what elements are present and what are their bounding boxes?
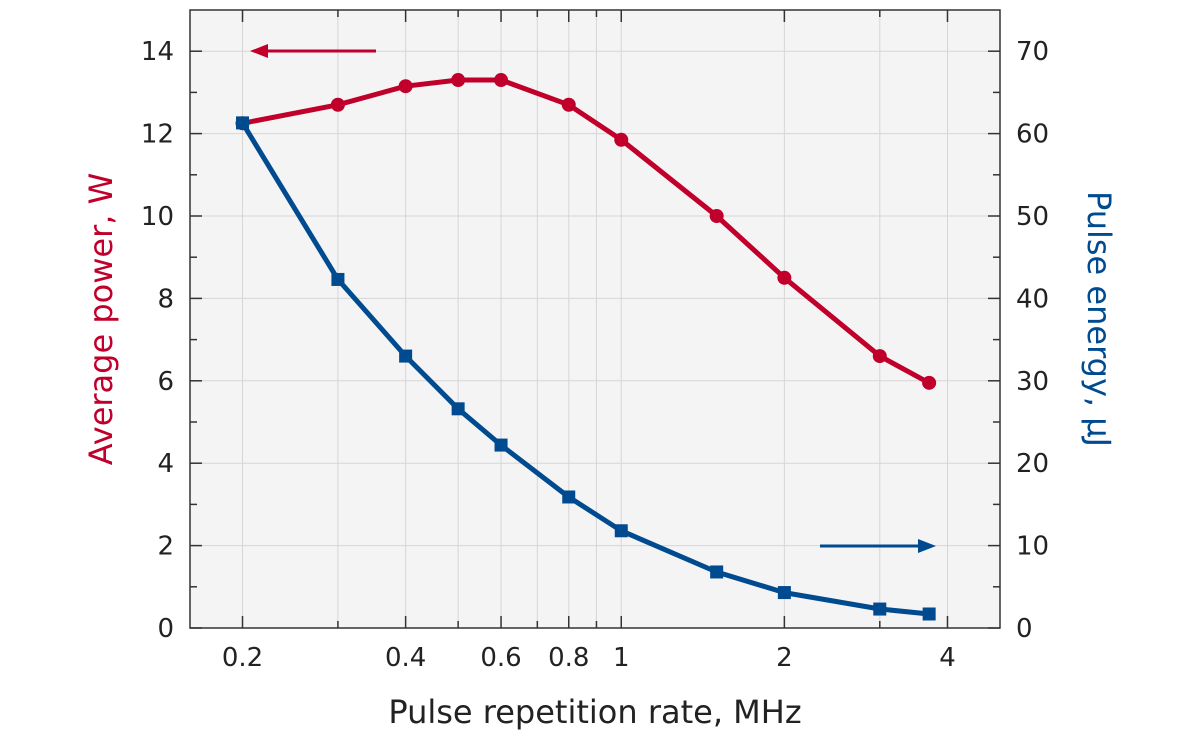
data-point [922, 607, 936, 621]
right-axis-title: Pulse energy, µJ [1080, 191, 1118, 447]
data-point [399, 349, 413, 363]
plot-area [190, 10, 1000, 628]
y-tick-label-left: 10 [141, 202, 174, 232]
data-point [777, 270, 792, 285]
series-layer [235, 73, 937, 621]
plot-frame [189, 9, 1001, 629]
y-tick-label-right: 70 [1016, 37, 1049, 67]
y-tick-label-left: 8 [157, 284, 174, 314]
data-point [330, 97, 345, 112]
data-point [398, 79, 413, 94]
x-tick-label: 2 [776, 643, 793, 673]
data-point [614, 132, 629, 147]
x-tick-label: 0.6 [480, 643, 521, 673]
data-point [236, 116, 250, 130]
x-tick-label: 1 [613, 643, 630, 673]
x-tick-label: 0.8 [548, 643, 589, 673]
y-tick-label-left: 2 [157, 532, 174, 562]
y-tick-label-left: 12 [141, 120, 174, 150]
x-tick-label: 0.4 [385, 643, 426, 673]
left-axis-title: Average power, W [82, 173, 120, 465]
data-point [561, 97, 576, 112]
data-point [451, 73, 466, 88]
data-point [494, 438, 508, 452]
data-point [922, 375, 937, 390]
left-axis-arrow [250, 44, 376, 58]
data-point [614, 524, 628, 538]
y-tick-label-left: 4 [157, 449, 174, 479]
data-point [872, 349, 887, 364]
y-tick-label-left: 0 [157, 614, 174, 644]
x-tick-label: 0.2 [222, 643, 263, 673]
data-point [873, 602, 887, 616]
y-tick-label-right: 40 [1016, 284, 1049, 314]
data-point [709, 209, 724, 223]
right-axis-arrow [820, 539, 936, 553]
data-point [710, 565, 724, 579]
y-tick-label-right: 50 [1016, 202, 1049, 232]
data-point [777, 586, 791, 600]
y-tick-label-right: 0 [1016, 614, 1033, 644]
x-tick-label: 4 [939, 643, 956, 673]
y-tick-label-right: 30 [1016, 367, 1049, 397]
y-tick-label-left: 6 [157, 367, 174, 397]
y-tick-label-left: 14 [141, 37, 174, 67]
series-pulse-energy [236, 116, 936, 621]
y-tick-label-right: 10 [1016, 532, 1049, 562]
x-axis-title: Pulse repetition rate, MHz [388, 693, 801, 731]
y-tick-label-right: 20 [1016, 449, 1049, 479]
y-tick-label-right: 60 [1016, 120, 1049, 150]
series-average-power [235, 73, 937, 390]
data-point [494, 73, 509, 88]
data-point [562, 490, 576, 504]
data-point [451, 402, 465, 416]
data-point [331, 272, 345, 286]
tick-layer: 0.2 0.4 0.6 0.8 1 2 40246810121401020304050607… [141, 10, 1049, 673]
